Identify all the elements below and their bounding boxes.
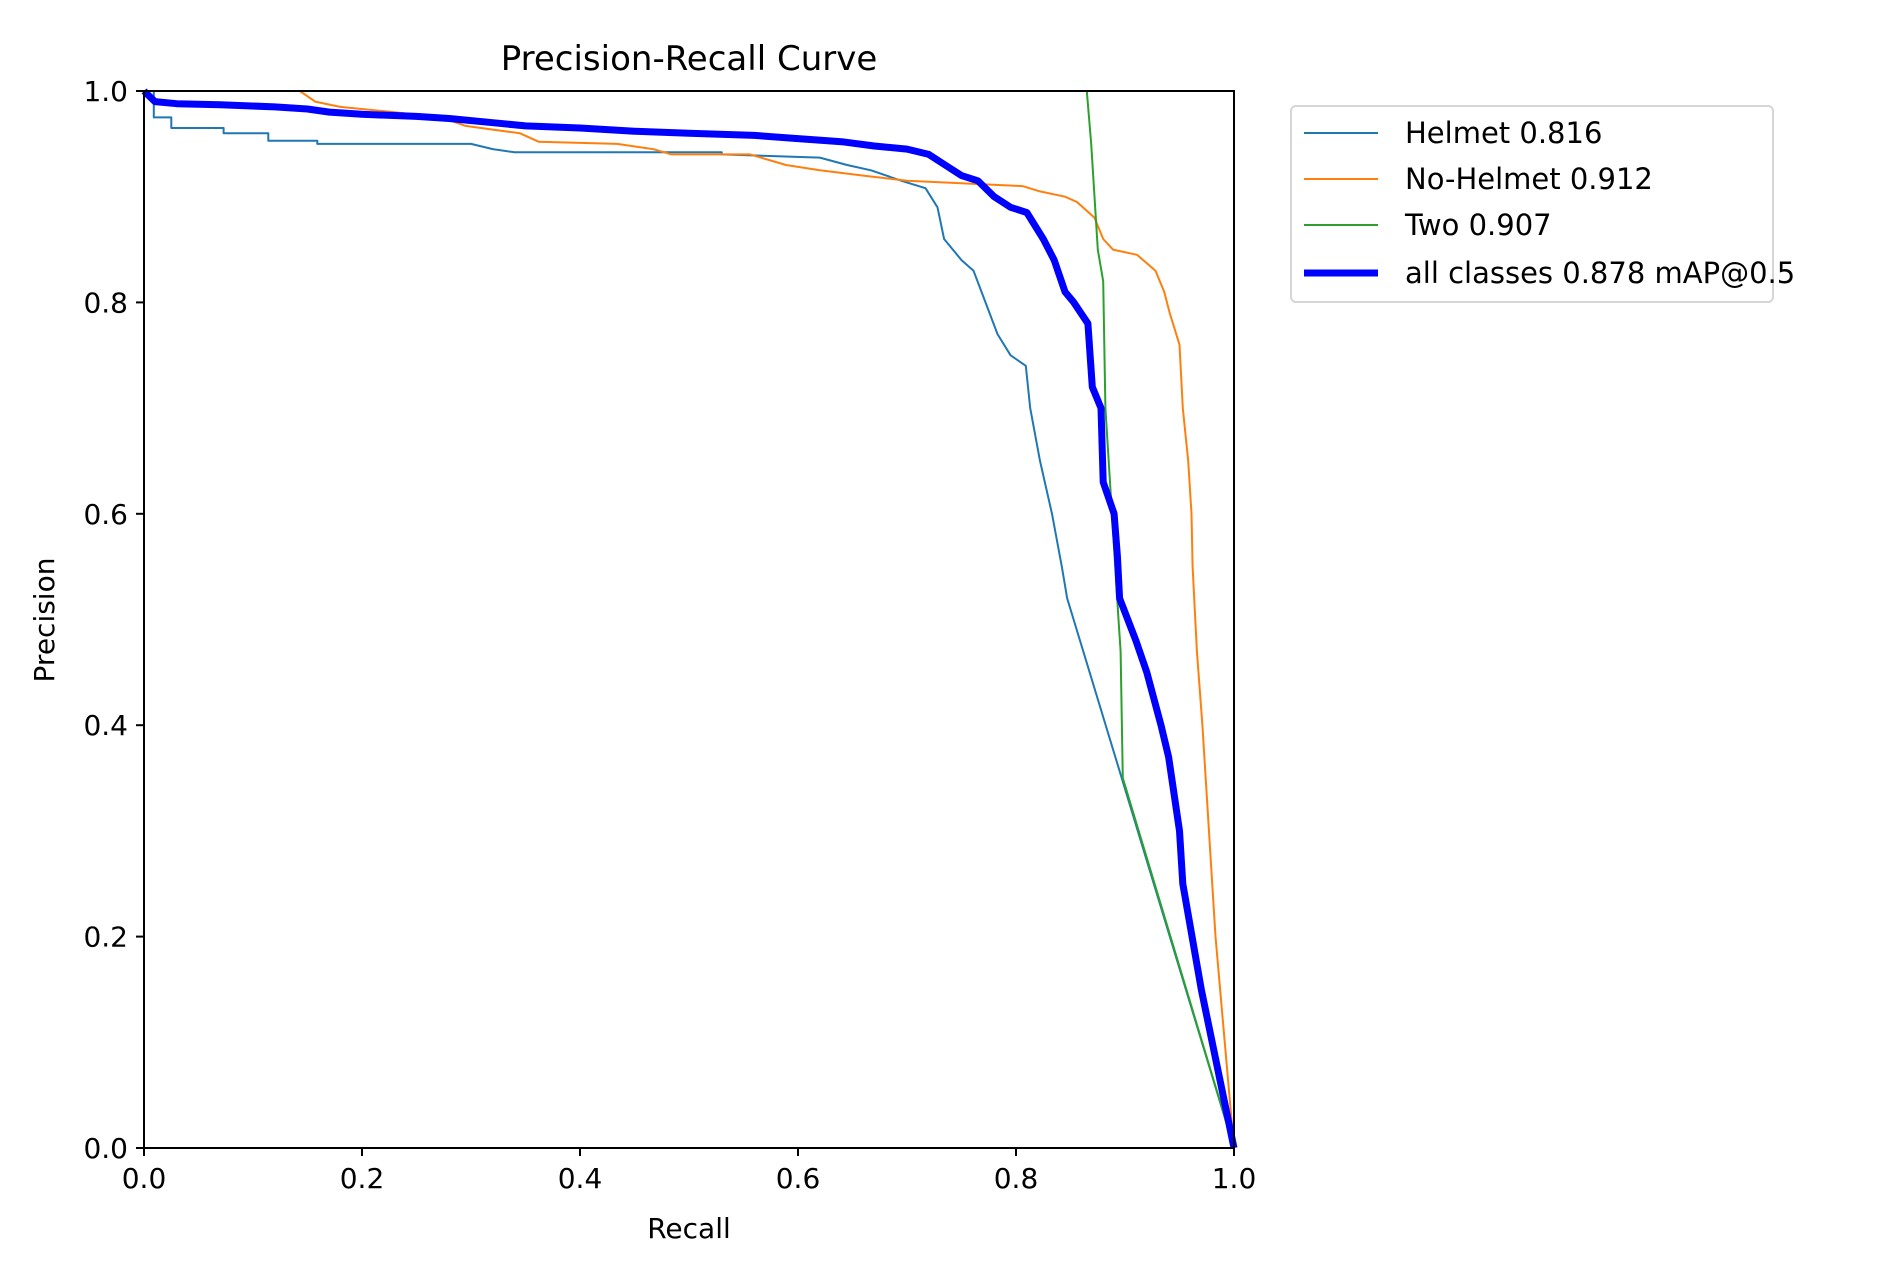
legend-label-3: all classes 0.878 mAP@0.5 [1405, 256, 1795, 290]
y-tick-label: 0.4 [83, 709, 128, 742]
x-tick-label: 0.4 [558, 1162, 603, 1195]
y-tick-label: 0.8 [83, 286, 128, 319]
x-tick-label: 0.2 [340, 1162, 385, 1195]
y-tick-label: 0.0 [83, 1132, 128, 1165]
x-tick-label: 1.0 [1212, 1162, 1257, 1195]
legend-label-1: No-Helmet 0.912 [1405, 162, 1653, 196]
legend-label-0: Helmet 0.816 [1405, 116, 1602, 150]
y-tick-label: 1.0 [83, 75, 128, 108]
legend-box [1290, 105, 1774, 303]
plot-lines [141, 88, 1238, 1149]
x-axis-ticks: 0.0 0.2 0.4 0.6 0.8 1.0 [122, 1148, 1257, 1195]
series-line-2 [1067, 90, 1235, 1149]
y-axis-label: Precision [28, 558, 61, 683]
x-tick-label: 0.6 [776, 1162, 821, 1195]
legend: Helmet 0.816 No-Helmet 0.912 Two 0.907 all … [1290, 105, 1795, 303]
x-axis-label: Recall [647, 1212, 731, 1245]
y-tick-label: 0.2 [83, 921, 128, 954]
legend-label-2: Two 0.907 [1404, 208, 1552, 242]
x-tick-label: 0.8 [994, 1162, 1039, 1195]
series-line-1 [299, 90, 1235, 1149]
x-tick-label: 0.0 [122, 1162, 167, 1195]
y-tick-label: 0.6 [83, 498, 128, 531]
axes-frame [143, 90, 1235, 1149]
series-line-0 [144, 90, 1235, 1149]
series-line-3 [141, 88, 1238, 1149]
y-axis-ticks: 0.0 0.2 0.4 0.6 0.8 1.0 [83, 75, 144, 1165]
chart-title: Precision-Recall Curve [501, 39, 878, 79]
